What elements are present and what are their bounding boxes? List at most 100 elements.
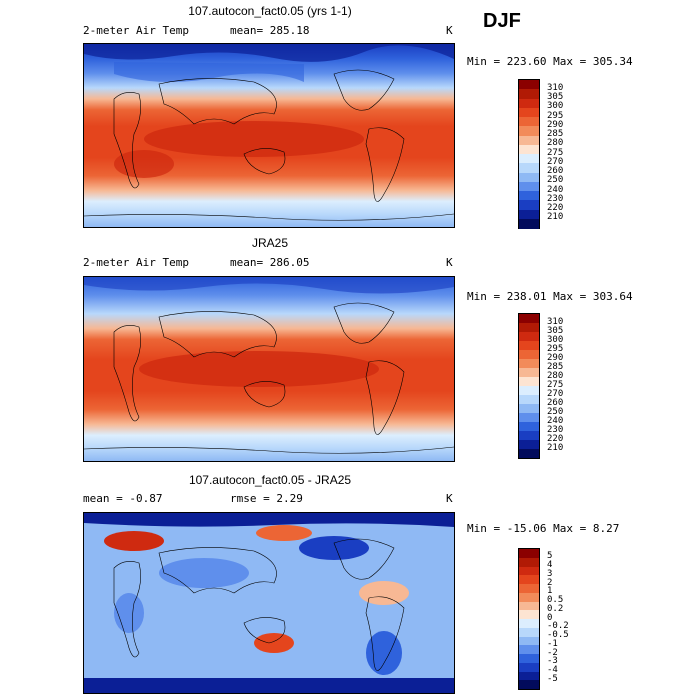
colorbar-tick-label: 5 xyxy=(547,551,553,562)
colorbar-tick-label: 220 xyxy=(547,203,564,213)
colorbar-tick-label: 305 xyxy=(547,325,564,336)
panel-model-colorbar xyxy=(518,79,540,229)
panel-obs-title: JRA25 xyxy=(251,236,289,250)
panel-model-variable: 2-meter Air Temp xyxy=(83,24,189,37)
colorbar-tick-label: 310 xyxy=(547,82,564,93)
colorbar-tick-label: -3 xyxy=(547,656,558,667)
colorbar-tick-label: 280 xyxy=(547,370,564,381)
colorbar-tick-label: 250 xyxy=(547,406,564,417)
colorbar-swatch xyxy=(519,117,539,127)
colorbar-swatch xyxy=(519,431,539,440)
colorbar-tick-label: 210 xyxy=(547,212,564,223)
colorbar-tick-label: 2 xyxy=(547,577,553,588)
colorbar-swatch xyxy=(519,154,539,164)
colorbar-tick-label: -5 xyxy=(547,673,558,684)
season-label: DJF xyxy=(483,10,521,32)
colorbar-swatch xyxy=(519,323,539,332)
colorbar-swatch xyxy=(519,135,539,146)
colorbar-tick-label: 230 xyxy=(547,193,564,204)
colorbar-tick-label: 275 xyxy=(547,147,564,158)
panel-diff-map-image xyxy=(84,513,454,693)
colorbar-tick-label: 295 xyxy=(547,110,564,121)
colorbar-swatch xyxy=(519,395,539,404)
panel-model-map xyxy=(83,43,455,228)
colorbar-tick-label: 290 xyxy=(547,352,564,363)
colorbar-tick-label: 210 xyxy=(547,442,564,453)
colorbar-tick-label: 3 xyxy=(547,568,553,579)
colorbar-swatch xyxy=(519,80,539,90)
colorbar-swatch xyxy=(519,549,539,558)
colorbar-swatch xyxy=(519,314,539,323)
panel-model-mean: mean= 285.18 xyxy=(230,24,310,37)
colorbar-tick-label: 310 xyxy=(547,316,564,327)
colorbar-swatch xyxy=(519,680,539,690)
colorbar-swatch xyxy=(519,386,539,395)
colorbar-swatch xyxy=(519,359,539,368)
colorbar-swatch xyxy=(519,584,539,593)
colorbar-tick-label: 280 xyxy=(547,138,564,149)
colorbar-tick-label: -4 xyxy=(547,665,558,675)
colorbar-swatch xyxy=(519,449,539,458)
colorbar-tick-label: 240 xyxy=(547,415,564,426)
colorbar-tick-label: 250 xyxy=(547,175,564,186)
colorbar-swatch xyxy=(519,218,539,229)
colorbar-swatch xyxy=(519,662,539,672)
colorbar-tick-label: 300 xyxy=(547,101,564,112)
panel-diff-minmax: Min = -15.06 Max = 8.27 xyxy=(467,522,620,535)
colorbar-tick-label: 260 xyxy=(547,397,564,408)
colorbar-swatch xyxy=(519,557,539,567)
colorbar-swatch xyxy=(519,422,539,431)
panel-model-colorbar-labels: 310 305 300 295 290 285 280 275 270 260 250 240 230 2… xyxy=(547,79,587,229)
colorbar-tick-label: 4 xyxy=(547,560,553,570)
colorbar-swatch xyxy=(519,645,539,655)
panel-obs-mean: mean= 286.05 xyxy=(230,256,310,269)
colorbar-swatch xyxy=(519,413,539,422)
colorbar-swatch xyxy=(519,98,539,109)
colorbar-swatch xyxy=(519,566,539,576)
colorbar-swatch xyxy=(519,89,539,100)
colorbar-tick-label: -1 xyxy=(547,638,558,649)
panel-model-minmax: Min = 223.60 Max = 305.34 xyxy=(467,55,633,68)
colorbar-swatch xyxy=(519,601,539,611)
colorbar-swatch xyxy=(519,610,539,620)
colorbar-tick-label: -0.5 xyxy=(547,630,569,640)
colorbar-swatch xyxy=(519,163,539,174)
colorbar-swatch xyxy=(519,209,539,220)
colorbar-swatch xyxy=(519,636,539,646)
colorbar-swatch xyxy=(519,341,539,350)
colorbar-swatch xyxy=(519,126,539,137)
colorbar-tick-label: 0.2 xyxy=(547,603,564,614)
colorbar-swatch xyxy=(519,627,539,637)
panel-diff-unit: K xyxy=(446,492,453,505)
colorbar-swatch xyxy=(519,200,539,211)
colorbar-swatch xyxy=(519,592,539,602)
colorbar-tick-label: 285 xyxy=(547,361,564,372)
colorbar-swatch xyxy=(519,350,539,359)
colorbar-tick-label: 295 xyxy=(547,343,564,354)
colorbar-swatch xyxy=(519,575,539,585)
colorbar-swatch xyxy=(519,172,539,183)
panel-obs-colorbar-labels: 310 305 300 295 290 285 280 275 270 260 250 240 230 2… xyxy=(547,313,587,459)
colorbar-tick-label: 275 xyxy=(547,379,564,390)
panel-obs-colorbar xyxy=(518,313,540,459)
colorbar-tick-label: 290 xyxy=(547,119,564,130)
colorbar-tick-label: 270 xyxy=(547,156,564,167)
panel-diff-map xyxy=(83,512,455,694)
colorbar-tick-label: 230 xyxy=(547,424,564,435)
colorbar-tick-label: -2 xyxy=(547,647,558,658)
panel-model-title: 107.autocon_fact0.05 (yrs 1-1) xyxy=(188,4,352,18)
colorbar-swatch xyxy=(519,144,539,155)
colorbar-tick-label: 285 xyxy=(547,129,564,139)
panel-diff-title: 107.autocon_fact0.05 - JRA25 xyxy=(188,473,352,487)
panel-obs-minmax: Min = 238.01 Max = 303.64 xyxy=(467,290,633,303)
colorbar-swatch xyxy=(519,191,539,201)
colorbar-tick-label: 0.5 xyxy=(547,595,564,605)
colorbar-swatch xyxy=(519,107,539,118)
colorbar-swatch xyxy=(519,368,539,377)
colorbar-tick-label: 0 xyxy=(547,612,553,623)
panel-obs-unit: K xyxy=(446,256,453,269)
colorbar-swatch xyxy=(519,404,539,413)
colorbar-swatch xyxy=(519,440,539,449)
colorbar-swatch xyxy=(519,332,539,341)
panel-diff-colorbar xyxy=(518,548,540,690)
